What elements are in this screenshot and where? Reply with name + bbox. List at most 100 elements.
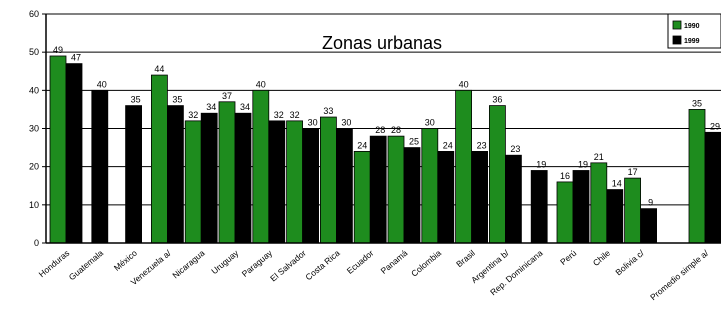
value-label-1999-1: 40	[97, 79, 107, 89]
bar-1990-15	[556, 181, 574, 244]
bar-1990-0	[49, 55, 67, 244]
bar-1999-11	[437, 150, 455, 244]
bar-1999-15	[572, 170, 590, 244]
bar-1999-8	[335, 128, 353, 244]
y-tick-label-40: 40	[29, 85, 39, 95]
bar-1990-5	[218, 101, 236, 244]
y-tick-label-60: 60	[29, 9, 39, 19]
legend: 1990 1999	[667, 13, 721, 49]
value-label-1999-12: 23	[477, 140, 487, 150]
category-label-5: Uruguay	[209, 247, 241, 276]
category-label-7: El Salvador	[268, 248, 308, 284]
value-label-1990-16: 21	[594, 152, 604, 162]
bar-1999-9	[369, 135, 387, 244]
bar-1990-12	[455, 89, 473, 244]
y-tick-label-0: 0	[34, 238, 39, 248]
bar-1999-3	[166, 105, 184, 244]
value-label-1999-9: 28	[375, 125, 385, 135]
axes: 0 10 20 30 40 50 60	[29, 9, 721, 248]
bar-1990-16	[590, 162, 608, 244]
bar-1990-18	[688, 109, 706, 244]
category-label-8: Costa Rica	[303, 248, 341, 283]
value-label-1999-0: 47	[71, 53, 81, 63]
value-label-1999-5: 34	[240, 102, 250, 112]
value-label-1999-14: 19	[536, 159, 546, 169]
bar-1999-7	[302, 128, 320, 244]
value-label-1999-6: 32	[274, 110, 284, 120]
value-label-1999-10: 25	[409, 137, 419, 147]
bar-1990-7	[286, 120, 304, 244]
bar-1990-6	[252, 89, 270, 244]
bar-1990-8	[319, 116, 337, 244]
legend-swatch-1999	[672, 35, 682, 45]
value-label-1999-7: 30	[308, 118, 318, 128]
bar-1999-6	[268, 120, 286, 244]
bar-1999-2	[125, 105, 142, 244]
chart-title: Zonas urbanas	[322, 33, 442, 53]
value-label-1999-15: 19	[578, 159, 588, 169]
value-label-1990-11: 30	[425, 118, 435, 128]
category-label-1: Guatemala	[67, 248, 105, 283]
value-label-1999-17: 9	[648, 198, 653, 208]
category-label-4: Nicaragua	[170, 248, 206, 281]
value-label-1999-4: 34	[206, 102, 216, 112]
legend-swatch-1990	[672, 20, 682, 30]
bar-1999-4	[200, 112, 218, 244]
value-label-1999-13: 23	[510, 144, 520, 154]
y-tick-label-10: 10	[29, 200, 39, 210]
bar-1990-13	[488, 105, 506, 244]
bar-1990-11	[421, 128, 439, 244]
bar-1999-5	[234, 112, 252, 244]
value-label-1990-7: 32	[290, 110, 300, 120]
bar-1999-12	[471, 150, 489, 244]
value-label-1999-11: 24	[443, 140, 453, 150]
bar-1990-3	[150, 74, 168, 244]
bar-1999-18	[704, 131, 721, 244]
value-label-1999-8: 30	[341, 118, 351, 128]
value-label-1990-15: 16	[560, 171, 570, 181]
category-label-17: Bolivia c/	[613, 247, 646, 277]
value-label-1999-2: 35	[131, 95, 141, 105]
value-label-1990-0: 49	[53, 45, 63, 55]
bar-1999-17	[640, 208, 657, 244]
bar-1999-10	[403, 147, 421, 244]
value-label-1990-5: 37	[222, 91, 232, 101]
value-label-1990-13: 36	[492, 95, 502, 105]
value-label-1999-18: 29	[710, 121, 720, 131]
bar-1999-1	[91, 89, 109, 244]
category-label-2: México	[112, 248, 139, 273]
value-label-1990-18: 35	[692, 98, 702, 108]
bar-1999-16	[606, 189, 624, 244]
category-label-15: Perú	[558, 248, 578, 267]
value-label-1990-4: 32	[188, 110, 198, 120]
value-label-1990-10: 28	[391, 125, 401, 135]
bar-1999-14	[530, 170, 548, 244]
bars	[49, 55, 721, 244]
legend-label-1999: 1999	[684, 38, 700, 45]
y-tick-label-50: 50	[29, 47, 39, 57]
value-label-1999-3: 35	[172, 95, 182, 105]
category-label-9: Ecuador	[345, 248, 376, 276]
bar-1990-17	[624, 177, 641, 244]
value-label-1990-6: 40	[256, 79, 266, 89]
value-label-1999-16: 14	[612, 179, 622, 189]
value-label-1990-9: 24	[357, 140, 367, 150]
value-label-1990-8: 33	[323, 106, 333, 116]
category-label-18: Promedio simple a/	[648, 247, 711, 302]
category-label-11: Colombia	[409, 248, 443, 279]
bar-1999-0	[65, 63, 83, 244]
y-tick-label-20: 20	[29, 162, 39, 172]
bar-1999-13	[504, 154, 522, 244]
value-label-1990-17: 17	[628, 167, 638, 177]
legend-label-1990: 1990	[684, 23, 700, 30]
category-label-16: Chile	[591, 248, 612, 268]
y-tick-label-30: 30	[29, 124, 39, 134]
value-label-1990-12: 40	[459, 79, 469, 89]
bar-1990-9	[353, 150, 371, 244]
bar-1990-4	[184, 120, 202, 244]
bar-1990-10	[387, 135, 405, 244]
category-label-10: Panamá	[379, 248, 410, 276]
category-label-12: Brasil	[454, 248, 477, 269]
